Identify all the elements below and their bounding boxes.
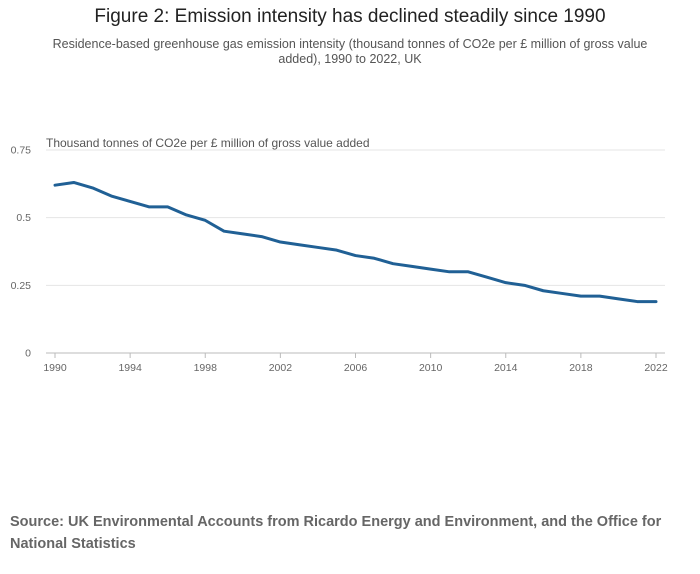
data-point[interactable]: [612, 293, 624, 305]
data-point[interactable]: [293, 239, 305, 251]
series-line[interactable]: [53, 180, 658, 304]
y-axis-title: Thousand tonnes of CO2e per £ million of…: [46, 136, 370, 150]
data-point[interactable]: [500, 277, 512, 289]
y-axis: 0 0.25 0.5 0.75: [11, 145, 32, 360]
data-point[interactable]: [556, 287, 568, 299]
x-tick-label: 2010: [419, 362, 443, 374]
x-tick-label: 2022: [644, 362, 668, 374]
data-point[interactable]: [49, 179, 61, 191]
data-point[interactable]: [406, 260, 418, 272]
data-point[interactable]: [443, 266, 455, 278]
x-tick-label: 1998: [194, 362, 218, 374]
data-point[interactable]: [143, 201, 155, 213]
data-point[interactable]: [387, 258, 399, 270]
data-point[interactable]: [631, 296, 643, 308]
x-tick-label: 2014: [494, 362, 518, 374]
data-point[interactable]: [162, 201, 174, 213]
data-point[interactable]: [350, 250, 362, 262]
x-tick-label: 2018: [569, 362, 593, 374]
data-point[interactable]: [425, 263, 437, 275]
x-tick-label: 2006: [344, 362, 368, 374]
data-point[interactable]: [650, 296, 662, 308]
data-point[interactable]: [237, 228, 249, 240]
source-note: Source: UK Environmental Accounts from R…: [10, 514, 662, 552]
y-tick-label: 0.5: [16, 212, 31, 224]
data-point[interactable]: [256, 231, 268, 243]
x-tick-label: 2002: [269, 362, 293, 374]
x-axis: 1990 1994 1998 2002 2006 2010 2014 2018 2022: [43, 352, 668, 374]
data-point[interactable]: [575, 290, 587, 302]
chart-title: Figure 2: Emission intensity has decline…: [94, 6, 606, 27]
data-point[interactable]: [274, 236, 286, 248]
data-point[interactable]: [537, 285, 549, 297]
data-point[interactable]: [368, 252, 380, 264]
data-point[interactable]: [180, 209, 192, 221]
gridlines: [46, 149, 665, 286]
series-layer: [49, 176, 662, 308]
x-tick-label: 1994: [118, 362, 142, 374]
data-point[interactable]: [105, 190, 117, 202]
data-point[interactable]: [519, 279, 531, 291]
data-point[interactable]: [218, 225, 230, 237]
x-tick-label: 1990: [43, 362, 67, 374]
data-point[interactable]: [68, 176, 80, 188]
data-point[interactable]: [87, 182, 99, 194]
data-point[interactable]: [481, 271, 493, 283]
data-point[interactable]: [462, 266, 474, 278]
data-point[interactable]: [594, 290, 606, 302]
y-tick-label: 0.75: [11, 145, 32, 157]
data-point[interactable]: [199, 214, 211, 226]
y-tick-label: 0.25: [11, 280, 32, 292]
data-point[interactable]: [312, 241, 324, 253]
y-tick-label: 0: [25, 348, 31, 360]
data-point[interactable]: [124, 195, 136, 207]
data-point[interactable]: [331, 244, 343, 256]
chart-subtitle: Residence-based greenhouse gas emission …: [52, 37, 648, 66]
